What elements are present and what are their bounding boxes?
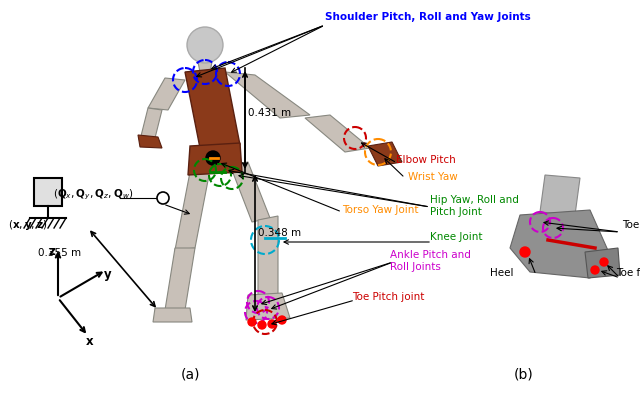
Polygon shape: [230, 162, 270, 222]
Polygon shape: [138, 135, 162, 148]
Text: 0.348 m: 0.348 m: [258, 228, 301, 238]
Text: Hip Yaw, Roll and
Pitch Joint: Hip Yaw, Roll and Pitch Joint: [430, 195, 519, 217]
Circle shape: [591, 266, 599, 274]
Circle shape: [248, 318, 256, 326]
Text: $(\mathbf{Q}_x, \mathbf{Q}_y, \mathbf{Q}_z, \mathbf{Q}_w)$: $(\mathbf{Q}_x, \mathbf{Q}_y, \mathbf{Q}…: [53, 188, 133, 202]
Text: 0.431 m: 0.431 m: [248, 108, 291, 118]
Polygon shape: [246, 293, 290, 320]
Text: (b): (b): [514, 368, 534, 382]
Circle shape: [520, 247, 530, 257]
Circle shape: [258, 321, 266, 329]
Polygon shape: [165, 248, 195, 310]
Text: Shoulder Pitch, Roll and Yaw Joints: Shoulder Pitch, Roll and Yaw Joints: [325, 12, 531, 22]
Text: Ankle Pitch and
Roll Joints: Ankle Pitch and Roll Joints: [390, 250, 471, 273]
Text: Knee Joint: Knee Joint: [430, 232, 483, 242]
Text: Elbow Pitch: Elbow Pitch: [396, 155, 456, 165]
Polygon shape: [225, 72, 310, 118]
Circle shape: [187, 27, 223, 63]
Text: Toe back: Toe back: [622, 220, 640, 230]
Text: (a): (a): [180, 368, 200, 382]
Circle shape: [600, 258, 608, 266]
Polygon shape: [540, 175, 580, 215]
Polygon shape: [175, 170, 210, 250]
Text: Torso Yaw Joint: Torso Yaw Joint: [342, 205, 419, 215]
Polygon shape: [258, 216, 278, 298]
Polygon shape: [585, 248, 620, 278]
Text: z: z: [49, 245, 56, 258]
Text: Heel: Heel: [490, 268, 513, 278]
Polygon shape: [153, 308, 192, 322]
Text: Toe Pitch joint: Toe Pitch joint: [352, 292, 424, 302]
Text: Toe front: Toe front: [616, 268, 640, 278]
Circle shape: [268, 320, 276, 328]
Polygon shape: [141, 108, 162, 138]
Polygon shape: [198, 62, 212, 72]
Text: 0.355 m: 0.355 m: [38, 248, 81, 258]
Text: $(\mathbf{x}, \mathbf{y}, \mathbf{z})$: $(\mathbf{x}, \mathbf{y}, \mathbf{z})$: [8, 218, 47, 232]
Circle shape: [278, 316, 286, 324]
Polygon shape: [148, 78, 185, 110]
Text: y: y: [104, 268, 112, 281]
Polygon shape: [185, 68, 240, 148]
Text: x: x: [86, 335, 94, 348]
Polygon shape: [188, 143, 242, 175]
Circle shape: [157, 192, 169, 204]
Polygon shape: [510, 210, 610, 278]
Polygon shape: [305, 115, 370, 152]
Polygon shape: [368, 142, 402, 166]
Circle shape: [206, 151, 220, 165]
Bar: [34, 178, 62, 206]
Text: Wrist Yaw: Wrist Yaw: [408, 172, 458, 182]
